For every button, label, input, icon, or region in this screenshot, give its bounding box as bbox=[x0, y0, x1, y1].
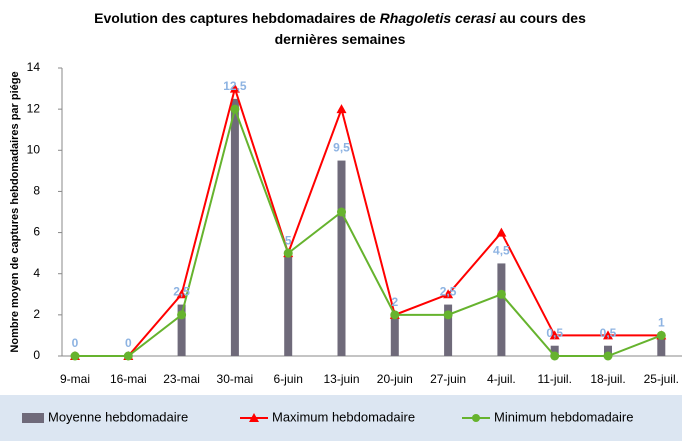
marker bbox=[603, 351, 613, 361]
legend-marker bbox=[249, 413, 259, 422]
y-tick-label: 14 bbox=[27, 60, 41, 74]
y-tick-label: 12 bbox=[27, 101, 41, 115]
value-label: 4,5 bbox=[493, 244, 510, 258]
legend-label: Moyenne hebdomadaire bbox=[48, 409, 188, 424]
marker bbox=[656, 330, 666, 340]
marker bbox=[229, 83, 240, 93]
legend: Moyenne hebdomadaire Maximum hebdomadaire… bbox=[22, 409, 633, 424]
marker bbox=[336, 104, 347, 114]
value-label: 0,5 bbox=[546, 326, 563, 340]
marker bbox=[550, 351, 560, 361]
bar bbox=[550, 345, 559, 356]
y-tick-label: 8 bbox=[33, 184, 40, 198]
value-label: 2 bbox=[391, 295, 398, 309]
bar bbox=[337, 160, 346, 356]
value-label: 0,5 bbox=[600, 326, 617, 340]
x-tick-label: 30-mai bbox=[217, 372, 254, 386]
bar bbox=[497, 263, 506, 356]
x-tick-label: 9-mai bbox=[60, 372, 90, 386]
y-tick-label: 2 bbox=[33, 307, 40, 321]
value-label: 12,5 bbox=[223, 79, 247, 93]
x-tick-label: 23-mai bbox=[163, 372, 200, 386]
marker bbox=[123, 351, 133, 361]
legend-label: Maximum hebdomadaire bbox=[272, 409, 415, 424]
x-tick-label: 6-juin bbox=[274, 372, 303, 386]
value-label: 5 bbox=[285, 233, 292, 247]
marker bbox=[549, 330, 560, 340]
bar bbox=[284, 253, 293, 356]
value-label: 9,5 bbox=[333, 141, 350, 155]
y-tick-label: 6 bbox=[33, 225, 40, 239]
line bbox=[75, 105, 662, 357]
bar bbox=[390, 314, 399, 356]
legend-swatch bbox=[22, 413, 44, 423]
y-tick-label: 0 bbox=[33, 348, 40, 362]
x-tick-label: 27-juin bbox=[430, 372, 466, 386]
x-tick-label: 25-juil. bbox=[644, 372, 679, 386]
bar bbox=[604, 345, 612, 356]
title-part: Evolution des captures hebdomadaires de bbox=[94, 10, 380, 26]
title-part: au cours des dernières semaines bbox=[274, 10, 586, 47]
marker bbox=[283, 248, 293, 258]
x-tick-label: 13-juin bbox=[323, 372, 359, 386]
value-label: 0 bbox=[72, 336, 79, 350]
marker bbox=[390, 310, 400, 320]
x-tick-label: 4-juil. bbox=[487, 372, 516, 386]
x-tick-label: 11-juil. bbox=[537, 372, 571, 386]
title-species: Rhagoletis cerasi bbox=[379, 10, 496, 26]
chart-title: Evolution des captures hebdomadaires de … bbox=[90, 8, 590, 50]
bar bbox=[177, 304, 186, 356]
marker bbox=[496, 227, 507, 237]
plot: Nombre moyen de captures hebdomadaires p… bbox=[9, 60, 682, 386]
marker bbox=[230, 104, 240, 114]
marker bbox=[443, 289, 454, 299]
marker bbox=[177, 310, 187, 320]
marker bbox=[176, 289, 187, 299]
value-label: 2,5 bbox=[440, 285, 457, 299]
marker bbox=[443, 310, 453, 320]
y-tick-label: 10 bbox=[27, 142, 41, 156]
marker bbox=[337, 207, 346, 217]
value-label: 1 bbox=[658, 316, 665, 330]
x-tick-label: 18-juil. bbox=[590, 372, 625, 386]
line bbox=[75, 84, 662, 357]
x-tick-label: 20-juin bbox=[377, 372, 413, 386]
value-label: 0 bbox=[125, 336, 132, 350]
bar bbox=[230, 98, 239, 356]
marker bbox=[496, 289, 506, 299]
legend-marker bbox=[472, 414, 480, 422]
value-label: 2,5 bbox=[173, 285, 190, 299]
y-axis-label: Nombre moyen de captures hebdomadaires p… bbox=[9, 71, 21, 352]
legend-area: Moyenne hebdomadaire Maximum hebdomadaire… bbox=[0, 395, 682, 441]
bar bbox=[444, 304, 453, 356]
y-tick-label: 4 bbox=[33, 266, 40, 280]
x-tick-label: 16-mai bbox=[110, 372, 147, 386]
marker bbox=[70, 351, 80, 361]
legend-label: Minimum hebdomadaire bbox=[494, 409, 633, 424]
bar bbox=[657, 335, 666, 356]
marker bbox=[603, 330, 613, 340]
